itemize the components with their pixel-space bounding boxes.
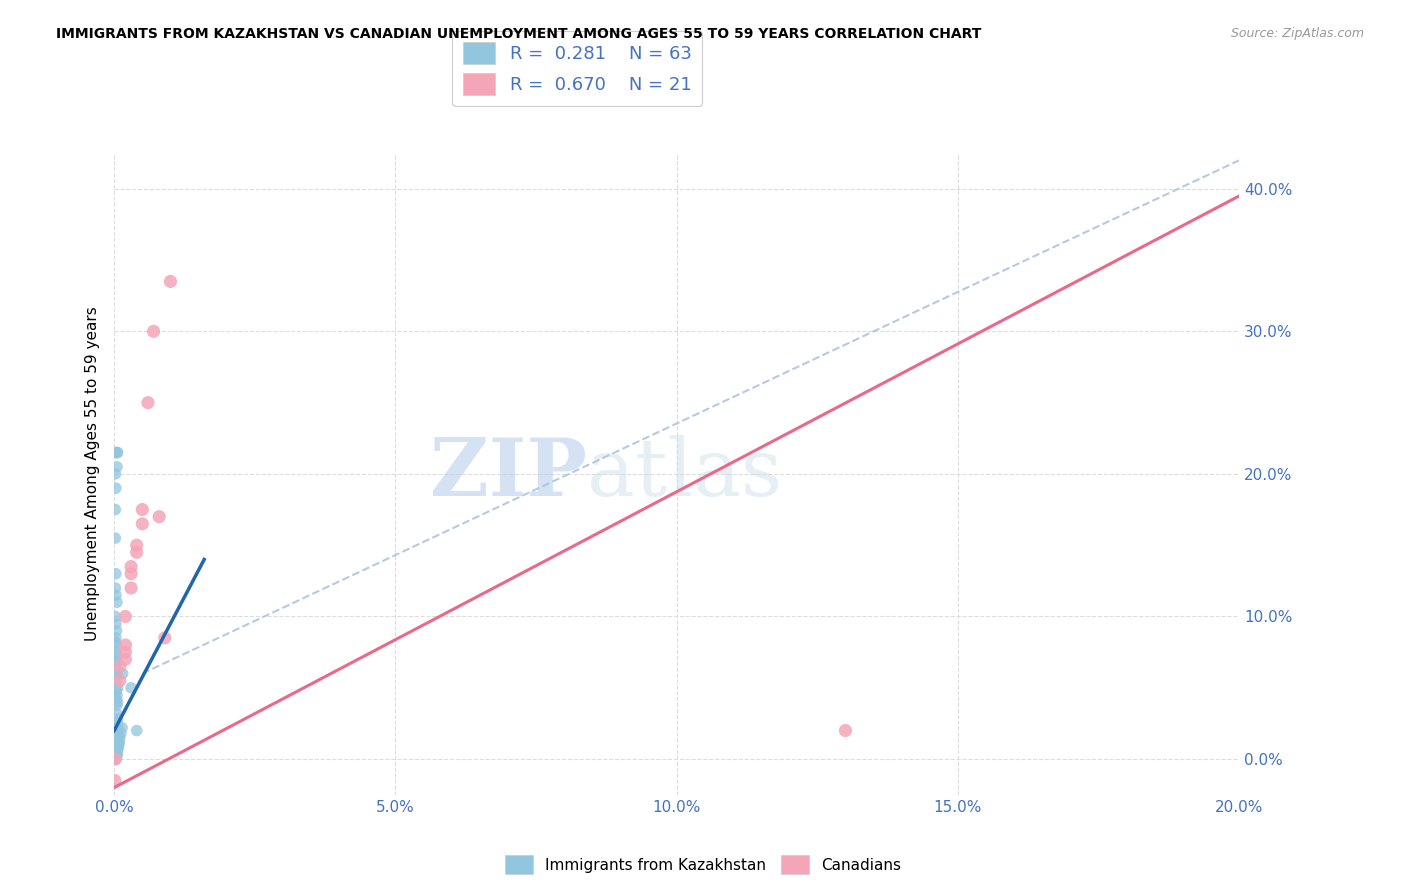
Point — [104, 752, 127, 766]
Point — [111, 721, 134, 735]
Point — [153, 631, 176, 645]
Point — [107, 740, 129, 755]
Point — [104, 531, 127, 545]
Point — [105, 595, 128, 609]
Point — [107, 726, 129, 740]
Text: atlas: atlas — [586, 435, 782, 513]
Point — [159, 275, 181, 289]
Point — [108, 735, 131, 749]
Point — [105, 669, 128, 683]
Point — [105, 655, 128, 669]
Point — [105, 749, 128, 764]
Point — [107, 445, 129, 459]
Point — [104, 481, 127, 495]
Point — [104, 609, 127, 624]
Point — [107, 731, 129, 745]
Point — [104, 752, 127, 766]
Point — [120, 681, 142, 695]
Point — [105, 716, 128, 731]
Text: Source: ZipAtlas.com: Source: ZipAtlas.com — [1230, 27, 1364, 40]
Point — [107, 738, 129, 752]
Point — [104, 502, 127, 516]
Point — [105, 666, 128, 681]
Point — [111, 666, 134, 681]
Point — [104, 616, 127, 631]
Point — [142, 324, 165, 338]
Point — [105, 683, 128, 698]
Point — [105, 688, 128, 702]
Point — [107, 745, 129, 759]
Point — [105, 706, 128, 721]
Point — [125, 545, 148, 559]
Point — [105, 726, 128, 740]
Point — [107, 735, 129, 749]
Point — [105, 638, 128, 652]
Point — [105, 698, 128, 712]
Point — [105, 459, 128, 474]
Point — [104, 773, 127, 788]
Point — [104, 445, 127, 459]
Point — [104, 635, 127, 649]
Point — [104, 588, 127, 602]
Point — [104, 566, 127, 581]
Point — [131, 502, 153, 516]
Point — [104, 673, 127, 688]
Point — [105, 749, 128, 764]
Point — [104, 752, 127, 766]
Point — [104, 752, 127, 766]
Point — [834, 723, 856, 738]
Point — [108, 659, 131, 673]
Point — [104, 745, 127, 759]
Point — [104, 738, 127, 752]
Point — [131, 516, 153, 531]
Point — [125, 538, 148, 552]
Point — [105, 692, 128, 706]
Point — [104, 749, 127, 764]
Legend: Immigrants from Kazakhstan, Canadians: Immigrants from Kazakhstan, Canadians — [499, 849, 907, 880]
Point — [136, 395, 159, 409]
Point — [107, 738, 129, 752]
Point — [107, 740, 129, 755]
Point — [105, 649, 128, 664]
Point — [114, 645, 136, 659]
Y-axis label: Unemployment Among Ages 55 to 59 years: Unemployment Among Ages 55 to 59 years — [86, 307, 100, 641]
Point — [120, 581, 142, 595]
Point — [105, 745, 128, 759]
Point — [105, 445, 128, 459]
Point — [114, 652, 136, 666]
Point — [107, 721, 129, 735]
Point — [104, 740, 127, 755]
Point — [114, 638, 136, 652]
Point — [104, 581, 127, 595]
Point — [108, 673, 131, 688]
Point — [125, 723, 148, 738]
Point — [104, 731, 127, 745]
Point — [105, 624, 128, 638]
Point — [120, 559, 142, 574]
Point — [104, 467, 127, 481]
Point — [114, 609, 136, 624]
Point — [104, 659, 127, 673]
Point — [104, 645, 127, 659]
Legend: R =  0.281    N = 63, R =  0.670    N = 21: R = 0.281 N = 63, R = 0.670 N = 21 — [451, 31, 703, 106]
Point — [108, 731, 131, 745]
Point — [107, 695, 129, 709]
Text: IMMIGRANTS FROM KAZAKHSTAN VS CANADIAN UNEMPLOYMENT AMONG AGES 55 TO 59 YEARS CO: IMMIGRANTS FROM KAZAKHSTAN VS CANADIAN U… — [56, 27, 981, 41]
Point — [120, 566, 142, 581]
Point — [110, 726, 132, 740]
Point — [104, 735, 127, 749]
Point — [148, 509, 170, 524]
Point — [107, 712, 129, 726]
Point — [104, 631, 127, 645]
Point — [107, 681, 129, 695]
Text: ZIP: ZIP — [430, 435, 586, 513]
